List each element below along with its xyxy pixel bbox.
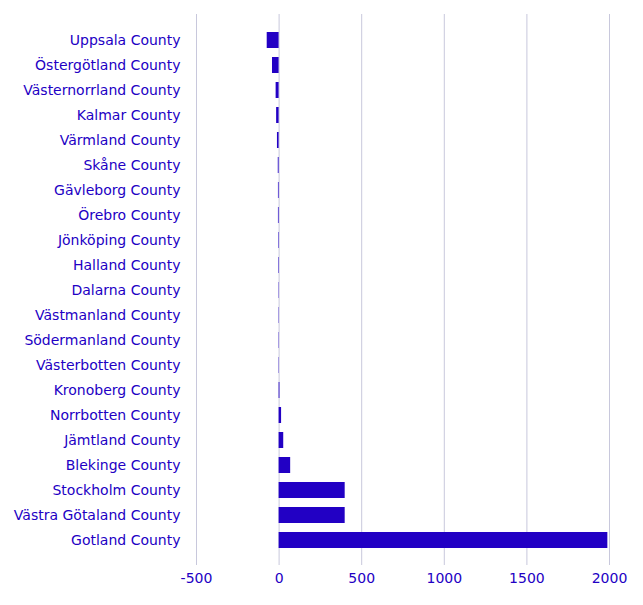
svg-text:Örebro County: Örebro County <box>78 206 180 223</box>
svg-text:-500: -500 <box>181 570 213 586</box>
svg-text:Kronoberg County: Kronoberg County <box>54 382 181 398</box>
svg-text:Stockholm County: Stockholm County <box>52 482 180 498</box>
svg-text:Gävleborg County: Gävleborg County <box>54 182 180 198</box>
svg-text:0: 0 <box>275 570 284 586</box>
svg-text:Västernorrland County: Västernorrland County <box>23 82 180 98</box>
svg-text:Halland County: Halland County <box>73 257 181 273</box>
svg-text:Södermanland County: Södermanland County <box>24 332 180 348</box>
svg-text:Jönköping County: Jönköping County <box>57 232 181 248</box>
svg-text:Västra Götaland County: Västra Götaland County <box>14 507 181 523</box>
svg-text:Jämtland County: Jämtland County <box>63 432 180 448</box>
svg-text:Gotland County: Gotland County <box>71 532 180 548</box>
svg-text:Norrbotten County: Norrbotten County <box>50 407 181 423</box>
svg-text:Skåne County: Skåne County <box>83 157 180 173</box>
svg-text:Västerbotten County: Västerbotten County <box>36 357 180 373</box>
svg-text:Värmland County: Värmland County <box>60 132 181 148</box>
svg-text:Östergötland County: Östergötland County <box>35 56 180 73</box>
svg-text:Blekinge County: Blekinge County <box>66 457 181 473</box>
svg-text:1500: 1500 <box>509 570 545 586</box>
svg-text:2000: 2000 <box>592 570 628 586</box>
svg-text:Uppsala County: Uppsala County <box>70 32 181 48</box>
svg-text:Dalarna County: Dalarna County <box>71 282 180 298</box>
svg-text:1000: 1000 <box>426 570 462 586</box>
svg-text:500: 500 <box>348 570 375 586</box>
svg-text:Västmanland County: Västmanland County <box>35 307 180 323</box>
svg-text:Kalmar County: Kalmar County <box>77 107 181 123</box>
